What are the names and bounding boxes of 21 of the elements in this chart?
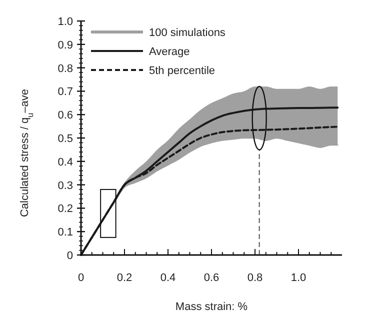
legend-label: 100 simulations [149, 27, 226, 39]
y-tick-label: 0.4 [58, 156, 73, 168]
y-tick-label: 0.5 [58, 133, 73, 145]
x-tick-label: 0.6 [204, 272, 220, 284]
y-tick-label: 0.8 [58, 62, 73, 75]
x-tick-label: 0.8 [247, 272, 263, 284]
y-tick-label: 0.7 [58, 86, 73, 98]
x-axis-title: Mass strain: % [175, 301, 248, 313]
x-tick-label: 1.0 [290, 272, 306, 284]
legend-label: Average [149, 46, 190, 58]
y-tick-label: 0.1 [58, 226, 73, 239]
y-tick-label: 0 [66, 250, 73, 262]
y-tick-label: 0.9 [58, 39, 73, 52]
x-tick-label: 0.2 [116, 272, 132, 284]
y-tick-label: 0.6 [58, 110, 73, 122]
legend-label: 5th percentile [149, 65, 216, 77]
x-tick-label: 0 [78, 272, 84, 284]
x-tick-label: 0.4 [160, 272, 176, 284]
y-tick-label: 1.0 [58, 16, 73, 28]
y-tick-label: 0.2 [58, 203, 73, 216]
y-tick-label: 0.3 [58, 180, 73, 192]
